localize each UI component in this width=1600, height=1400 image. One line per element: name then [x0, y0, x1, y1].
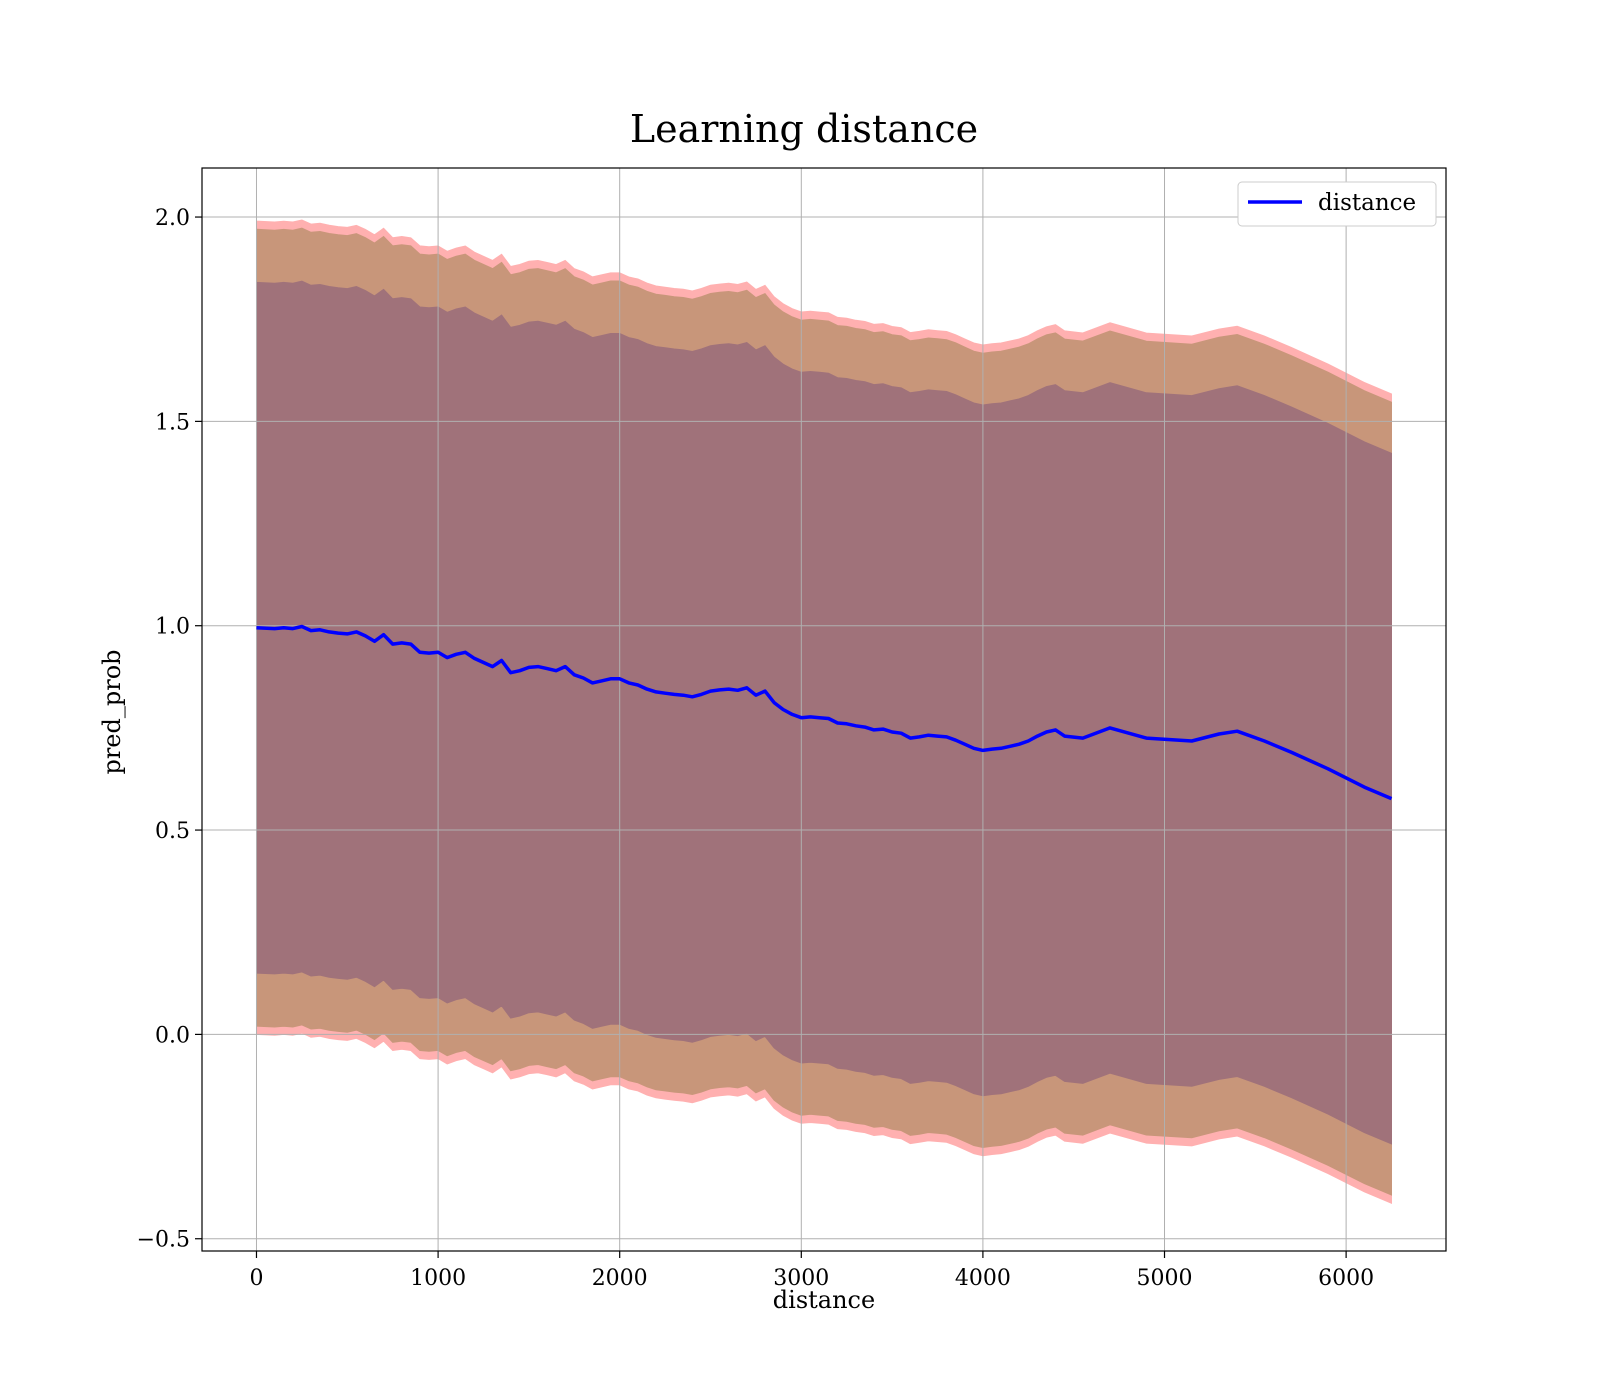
confidence-bands: [256, 219, 1392, 1204]
y-tick-label-3: 1.0: [155, 615, 190, 640]
y-tick-label-2: 0.5: [155, 819, 190, 844]
x-tick-label-6: 6000: [1318, 1266, 1374, 1291]
plot-frame: [201, 167, 1447, 1252]
x-tick-label-5: 5000: [1137, 1266, 1193, 1291]
x-tick-label-1: 1000: [410, 1266, 466, 1291]
y-tick-label-1: 0.0: [155, 1023, 190, 1048]
y-tick-label-0: −0.5: [137, 1228, 190, 1253]
series-line-distance: [256, 624, 1393, 801]
chart-title: Learning distance: [630, 107, 978, 151]
band-inner: [256, 280, 1392, 1145]
y-tick-label-4: 1.5: [155, 410, 190, 435]
y-axis-label: pred_prob: [98, 649, 126, 774]
y-axis: −0.5 0.0 0.5 1.0 1.5 2.0: [137, 206, 202, 1253]
x-tick-label-2: 2000: [592, 1266, 648, 1291]
legend-box: [1237, 181, 1437, 227]
x-tick-label-0: 0: [249, 1266, 263, 1291]
x-axis: 0 1000 2000 3000 4000 5000 6000: [249, 1251, 1374, 1291]
x-axis-label: distance: [773, 1286, 875, 1314]
legend-entry-distance: distance: [1318, 190, 1416, 216]
x-tick-label-3: 3000: [773, 1266, 829, 1291]
x-tick-label-4: 4000: [955, 1266, 1011, 1291]
grid: [202, 168, 1446, 1251]
y-tick-label-5: 2.0: [155, 206, 190, 231]
series-lines: [256, 624, 1393, 801]
legend: distance: [1237, 181, 1437, 227]
